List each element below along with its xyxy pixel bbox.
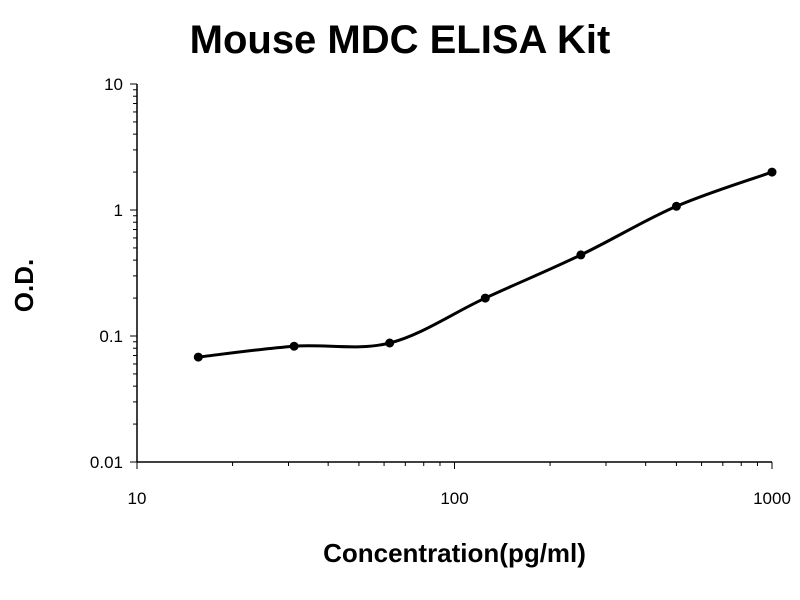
x-tick-label: 100	[440, 489, 468, 508]
chart-title: Mouse MDC ELISA Kit	[189, 18, 611, 62]
data-point	[289, 341, 299, 351]
data-point	[193, 352, 203, 362]
y-tick-label: 0.1	[99, 327, 123, 346]
x-axis-label: Concentration(pg/ml)	[323, 538, 586, 568]
x-tick-label: 1000	[753, 489, 791, 508]
x-tick-label: 10	[128, 489, 147, 508]
fit-curve	[198, 170, 773, 359]
y-tick-label: 0.01	[90, 453, 123, 472]
data-point	[767, 167, 777, 177]
y-tick-label: 10	[104, 75, 123, 94]
data-point	[576, 250, 586, 260]
data-point	[385, 338, 395, 348]
data-point	[480, 293, 490, 303]
y-tick-label: 1	[114, 201, 123, 220]
data-point	[671, 201, 681, 211]
